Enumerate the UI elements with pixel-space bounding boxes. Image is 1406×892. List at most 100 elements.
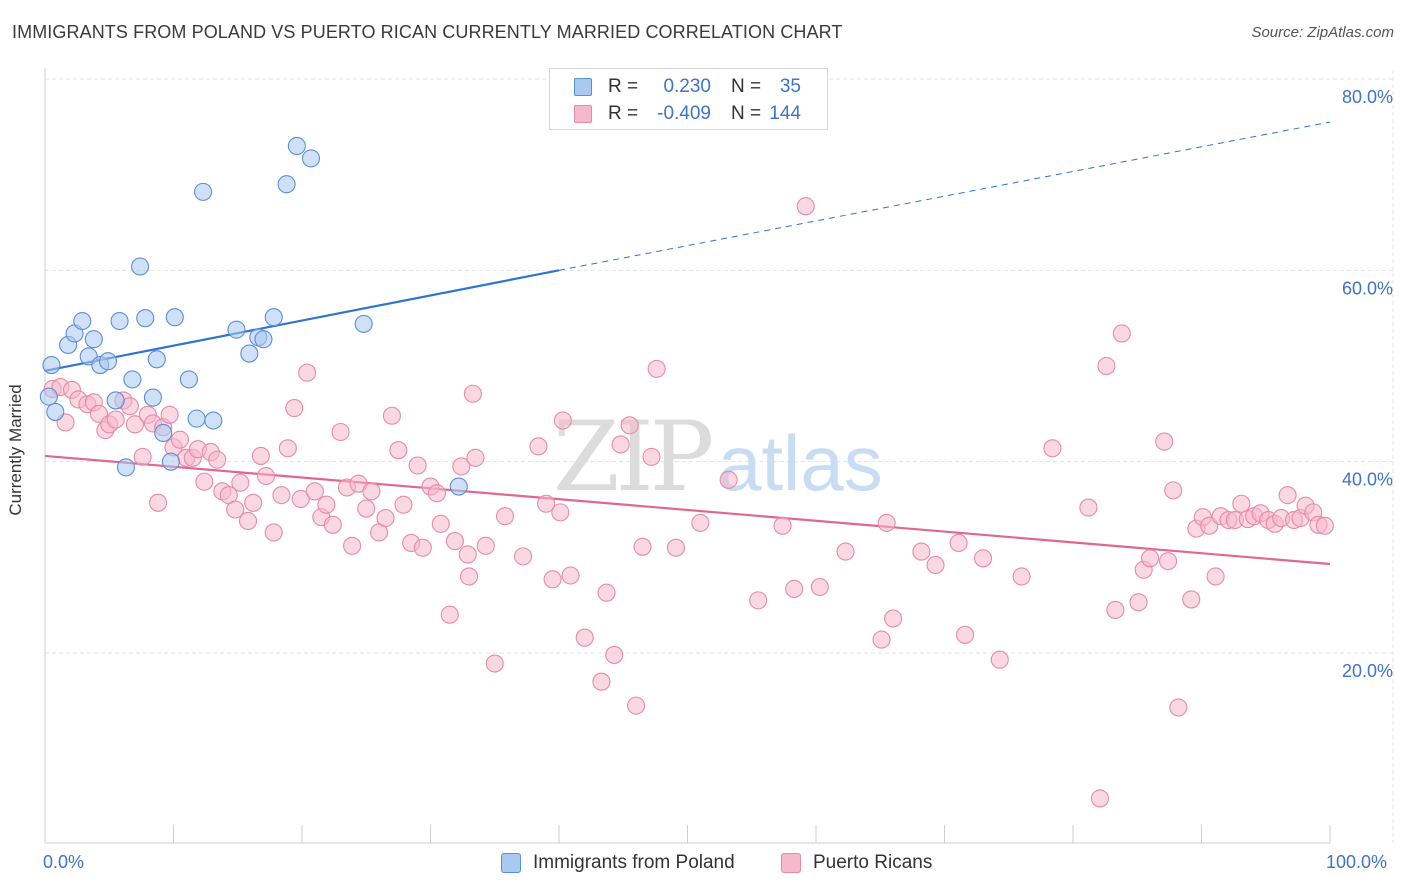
point-puerto-rican xyxy=(1206,567,1225,586)
point-puerto-rican xyxy=(575,628,594,647)
point-puerto-rican xyxy=(195,472,214,491)
legend-item-poland[interactable]: Immigrants from Poland xyxy=(501,852,735,874)
point-puerto-rican xyxy=(990,650,1009,669)
axes xyxy=(44,68,1331,844)
point-puerto-rican xyxy=(452,457,471,476)
point-puerto-rican xyxy=(317,495,336,514)
trend-line-poland xyxy=(44,269,560,372)
point-poland xyxy=(194,182,213,201)
point-puerto-rican xyxy=(956,625,975,644)
legend-item-puerto-ricans[interactable]: Puerto Ricans xyxy=(781,852,932,874)
point-puerto-rican xyxy=(382,406,402,425)
point-puerto-rican xyxy=(331,422,350,442)
point-poland xyxy=(161,452,180,471)
point-puerto-rican xyxy=(1129,593,1148,612)
point-poland xyxy=(354,314,373,333)
point-puerto-rican xyxy=(1106,600,1125,620)
point-puerto-rican xyxy=(773,516,792,535)
point-poland xyxy=(131,257,150,276)
n-value: 35 xyxy=(779,76,801,97)
point-puerto-rican xyxy=(208,450,227,469)
point-puerto-rican xyxy=(170,430,189,449)
point-puerto-rican xyxy=(133,447,152,466)
point-puerto-rican xyxy=(1182,590,1201,609)
n-label: N = xyxy=(731,76,762,97)
point-poland xyxy=(46,402,65,421)
source-label: Source: ZipAtlas.com xyxy=(1251,24,1394,41)
chart-title: IMMIGRANTS FROM POLAND VS PUERTO RICAN C… xyxy=(12,22,843,42)
point-puerto-rican xyxy=(1164,481,1183,500)
point-poland xyxy=(277,175,296,194)
point-puerto-rican xyxy=(973,549,993,568)
point-puerto-rican xyxy=(285,399,304,418)
legend-swatch-blue xyxy=(501,853,521,873)
point-poland xyxy=(449,477,468,496)
point-poland xyxy=(143,388,162,407)
point-puerto-rican xyxy=(1159,552,1178,571)
point-puerto-rican xyxy=(376,509,395,528)
point-puerto-rican xyxy=(627,696,646,715)
point-puerto-rican xyxy=(323,515,342,534)
point-puerto-rican xyxy=(592,672,611,691)
point-puerto-rican xyxy=(926,555,945,575)
point-poland xyxy=(240,344,259,363)
legend-swatch-blue xyxy=(574,78,592,96)
point-puerto-rican xyxy=(106,410,125,429)
point-puerto-rican xyxy=(877,513,896,532)
point-puerto-rican xyxy=(413,538,432,557)
point-puerto-rican xyxy=(251,446,270,465)
point-puerto-rican xyxy=(298,363,317,382)
point-puerto-rican xyxy=(1043,439,1062,458)
point-puerto-rican xyxy=(513,547,533,566)
watermark: ZIP atlas xyxy=(553,401,883,513)
r-label: R = xyxy=(608,103,639,124)
legend-row-puerto-rican: R = -0.409 N = 144 xyxy=(574,102,801,126)
r-label: R = xyxy=(608,76,639,97)
point-puerto-rican xyxy=(553,411,572,430)
point-puerto-rican xyxy=(1079,498,1098,517)
point-poland xyxy=(227,320,246,339)
point-poland xyxy=(73,311,92,331)
point-poland xyxy=(116,458,136,477)
point-puerto-rican xyxy=(605,645,624,664)
point-puerto-rican xyxy=(949,533,968,553)
legend-row-poland: R = 0.230 N = 35 xyxy=(574,75,801,99)
point-puerto-rican xyxy=(912,542,931,561)
y-tick-label: 80.0% xyxy=(1342,87,1393,107)
point-puerto-rican xyxy=(305,482,324,501)
point-puerto-rican xyxy=(476,536,495,555)
point-poland xyxy=(254,330,273,349)
legend-swatch-pink xyxy=(781,853,801,873)
point-puerto-rican xyxy=(647,359,666,378)
point-puerto-rican xyxy=(458,545,477,564)
point-poland xyxy=(136,309,155,328)
r-value: -0.409 xyxy=(657,103,711,124)
point-puerto-rican xyxy=(278,439,297,458)
point-puerto-rican xyxy=(1090,789,1110,808)
point-puerto-rican xyxy=(529,437,548,456)
point-puerto-rican xyxy=(1232,494,1251,513)
point-puerto-rican xyxy=(1112,324,1131,343)
point-puerto-rican xyxy=(226,500,245,519)
r-value: 0.230 xyxy=(663,76,711,97)
point-puerto-rican xyxy=(495,507,515,526)
point-poland xyxy=(187,409,206,428)
point-puerto-rican xyxy=(431,514,450,533)
correlation-legend: R = 0.230 N = 35 R = -0.409 N = 144 xyxy=(549,68,828,130)
grid-lines xyxy=(45,70,1394,843)
y-axis-label-wrap: Currently Married xyxy=(6,384,26,535)
point-poland xyxy=(42,355,61,375)
point-puerto-rican xyxy=(256,466,276,486)
point-puerto-rican xyxy=(1097,356,1116,376)
series-legend: Immigrants from Poland Puerto Ricans xyxy=(0,852,1406,876)
point-puerto-rican xyxy=(362,482,381,501)
point-puerto-rican xyxy=(691,513,710,532)
point-puerto-rican xyxy=(357,499,376,518)
point-puerto-rican xyxy=(408,456,427,475)
point-poland xyxy=(84,330,103,349)
point-puerto-rican xyxy=(1012,567,1031,586)
point-puerto-rican xyxy=(1141,549,1160,568)
trend-line-poland-extension xyxy=(558,121,1331,271)
point-puerto-rican xyxy=(264,523,283,542)
